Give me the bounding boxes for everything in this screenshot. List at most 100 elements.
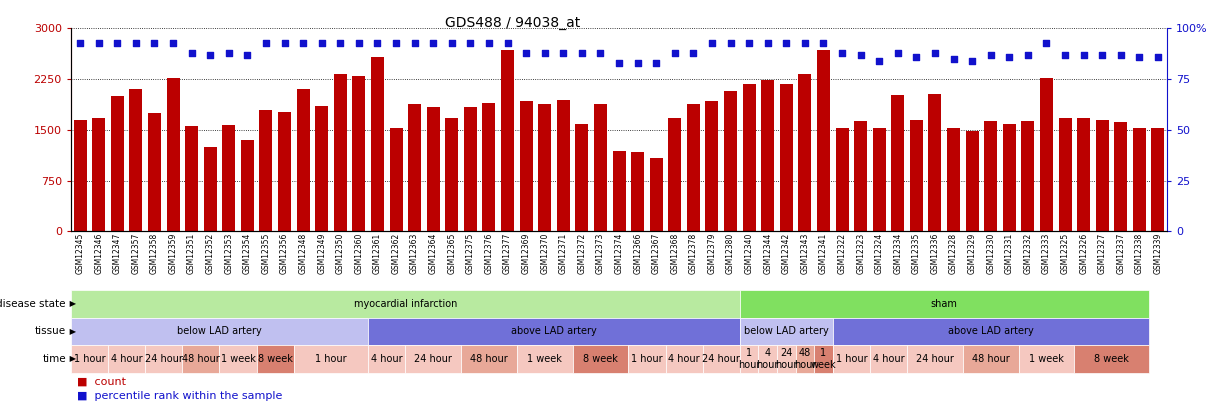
Bar [148, 113, 161, 231]
Text: 1 hour: 1 hour [315, 354, 347, 364]
Text: ▶: ▶ [67, 327, 76, 336]
Bar [426, 107, 440, 231]
Bar [371, 57, 383, 231]
Bar [1059, 117, 1072, 231]
Bar [1095, 119, 1109, 231]
Point [795, 39, 814, 46]
Text: 8 week: 8 week [258, 354, 293, 364]
Point [646, 60, 665, 66]
Point [628, 60, 647, 66]
Point [256, 39, 276, 46]
Bar [1022, 121, 1034, 231]
Point [720, 39, 740, 46]
Text: 1 hour: 1 hour [631, 354, 663, 364]
Text: 1 week: 1 week [1029, 354, 1063, 364]
Point [907, 53, 927, 60]
Text: 48
hour: 48 hour [794, 348, 816, 370]
Point [386, 39, 405, 46]
Text: 24 hour: 24 hour [414, 354, 452, 364]
Point [1018, 51, 1038, 58]
Point [460, 39, 480, 46]
Point [573, 49, 592, 56]
Point [71, 39, 90, 46]
Point [424, 39, 443, 46]
Bar [575, 124, 589, 231]
Text: 24 hour: 24 hour [702, 354, 740, 364]
Bar [93, 117, 105, 231]
Text: above LAD artery: above LAD artery [947, 326, 1034, 336]
Text: 4 hour: 4 hour [111, 354, 143, 364]
Bar [1151, 128, 1165, 231]
Bar [593, 104, 607, 231]
Bar [650, 158, 663, 231]
Point [1000, 53, 1020, 60]
Point [833, 49, 852, 56]
Text: below LAD artery: below LAD artery [177, 326, 261, 336]
Bar [687, 104, 700, 231]
Bar [129, 89, 143, 231]
Text: 8 week: 8 week [1094, 354, 1129, 364]
Bar [520, 101, 532, 231]
Text: below LAD artery: below LAD artery [744, 326, 829, 336]
Bar [278, 112, 291, 231]
Bar [557, 100, 570, 231]
Text: 24 hour: 24 hour [916, 354, 954, 364]
Text: 48 hour: 48 hour [470, 354, 508, 364]
Point [442, 39, 462, 46]
Bar [799, 75, 812, 231]
Point [293, 39, 313, 46]
Point [368, 39, 387, 46]
Text: 24 hour: 24 hour [145, 354, 183, 364]
Bar [333, 75, 347, 231]
Text: 24
hour: 24 hour [775, 348, 797, 370]
Point [962, 58, 982, 64]
Point [311, 39, 331, 46]
Bar [73, 119, 87, 231]
Bar [742, 84, 756, 231]
Bar [464, 107, 477, 231]
Bar [706, 101, 718, 231]
Point [944, 55, 963, 62]
Bar [891, 95, 905, 231]
Text: 4 hour: 4 hour [873, 354, 905, 364]
Point [479, 39, 498, 46]
Text: disease state: disease state [0, 299, 66, 309]
Bar [482, 103, 496, 231]
Bar [835, 128, 849, 231]
Text: GDS488 / 94038_at: GDS488 / 94038_at [446, 16, 580, 30]
Point [888, 49, 907, 56]
Text: 1
week: 1 week [811, 348, 836, 370]
Point [1037, 39, 1056, 46]
Point [702, 39, 722, 46]
Point [219, 49, 238, 56]
Point [200, 51, 220, 58]
Point [758, 39, 778, 46]
Point [1074, 51, 1094, 58]
Point [405, 39, 425, 46]
Bar [947, 128, 960, 231]
Bar [222, 125, 236, 231]
Point [126, 39, 145, 46]
Text: ■  count: ■ count [77, 377, 126, 387]
Bar [1040, 78, 1053, 231]
Bar [724, 91, 737, 231]
Point [144, 39, 164, 46]
Bar [538, 104, 551, 231]
Point [813, 39, 833, 46]
Point [1148, 53, 1167, 60]
Point [498, 39, 518, 46]
Bar [928, 94, 941, 231]
Bar [186, 126, 198, 231]
Bar [1115, 122, 1127, 231]
Point [740, 39, 759, 46]
Bar [668, 117, 681, 231]
Bar [408, 104, 421, 231]
Point [980, 51, 1000, 58]
Point [331, 39, 350, 46]
Text: 4 hour: 4 hour [668, 354, 700, 364]
Text: tissue: tissue [35, 326, 66, 336]
Text: 1 hour: 1 hour [835, 354, 867, 364]
Bar [1002, 124, 1016, 231]
Point [535, 49, 554, 56]
Bar [817, 50, 830, 231]
